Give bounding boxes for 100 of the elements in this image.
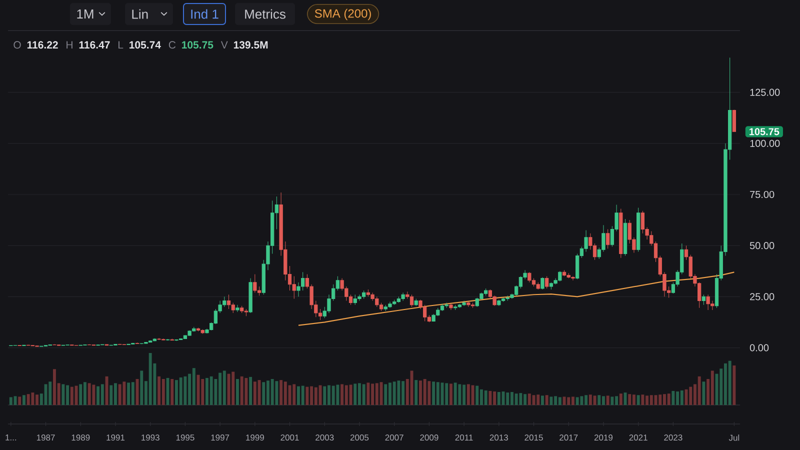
bar [18, 396, 22, 405]
x-tick-label: 1999 [246, 434, 264, 441]
candlestick [528, 272, 532, 283]
bar [698, 376, 701, 405]
bar [606, 396, 610, 405]
text: Ind 1 [191, 9, 218, 19]
candlestick [458, 304, 462, 308]
bar [497, 392, 500, 405]
bar [428, 381, 431, 405]
bar [284, 382, 287, 405]
annotation: 105.74 [130, 41, 161, 49]
bar [458, 384, 462, 405]
bar [397, 380, 400, 405]
bar [236, 378, 239, 405]
x-tick-label: 2021 [629, 434, 648, 441]
annotation: 116.47 [79, 41, 110, 49]
bar [567, 397, 570, 405]
bar [240, 376, 244, 405]
candlestick [196, 327, 200, 332]
bar [344, 385, 348, 405]
bar [92, 384, 96, 405]
candlestick [540, 277, 544, 290]
annotation: V [220, 41, 228, 48]
candlestick [497, 299, 501, 306]
bar [131, 382, 134, 405]
candlestick [236, 304, 240, 312]
bar [340, 384, 344, 405]
y-tick-label: 25.00 [750, 293, 774, 300]
annotation: 139.5M [234, 41, 268, 49]
bar [672, 390, 675, 405]
bar [641, 394, 644, 405]
bar [262, 382, 266, 405]
bar [170, 378, 174, 405]
bar [650, 395, 653, 405]
bar [689, 386, 692, 405]
bar [536, 394, 540, 405]
bar [62, 384, 65, 405]
annotation: H [66, 41, 72, 48]
candlestick [462, 300, 466, 306]
bar [506, 392, 510, 405]
bar [222, 370, 226, 405]
bar [122, 382, 126, 405]
bar [484, 390, 488, 405]
bar [253, 382, 256, 405]
bar [192, 368, 196, 405]
bar [476, 386, 479, 405]
x-tick-label: 1997 [211, 434, 230, 441]
bar [423, 378, 426, 405]
text: Metrics [245, 9, 286, 19]
bar [301, 386, 304, 405]
bar [79, 384, 82, 405]
bar [249, 376, 252, 405]
bar [466, 384, 470, 405]
candlestick [549, 282, 554, 290]
x-tick-label: 2009 [420, 434, 438, 441]
text: Lin [132, 9, 148, 19]
bar [31, 392, 34, 405]
x-tick-label: 2011 [455, 434, 473, 441]
candlestick [619, 208, 623, 258]
bar [445, 383, 448, 405]
bar [323, 386, 326, 405]
x-tick-label: 2001 [280, 434, 299, 441]
candlestick [636, 208, 640, 252]
bar [210, 376, 213, 405]
text: SMA (200) [314, 8, 371, 20]
bar [158, 376, 161, 405]
bar [488, 390, 492, 405]
x-tick-label: 2017 [560, 434, 578, 441]
text: 1M [77, 10, 94, 18]
candlestick [470, 302, 475, 308]
bar [162, 378, 165, 405]
bar [292, 384, 296, 405]
x-tick-label: 2003 [316, 434, 334, 441]
bar [628, 394, 632, 405]
y-tick-label: 100.00 [750, 140, 780, 147]
bar [610, 396, 614, 405]
bar [541, 396, 544, 405]
bar [306, 386, 309, 405]
bar [110, 385, 113, 405]
candlestick [366, 289, 370, 297]
candlestick [732, 109, 736, 132]
bar [9, 397, 12, 405]
x-tick-label: 2019 [594, 434, 613, 441]
bar [576, 397, 579, 405]
x-tick-label: 1991 [106, 434, 125, 441]
bar [148, 353, 152, 405]
bar [48, 382, 52, 405]
bar [83, 382, 86, 405]
bar [454, 382, 457, 405]
candlestick [454, 304, 458, 310]
y-tick-label: 50.00 [750, 242, 774, 250]
bar [354, 384, 357, 405]
bar [519, 393, 522, 405]
bar [545, 395, 548, 405]
bar [314, 387, 318, 405]
candlestick [248, 278, 252, 314]
x-tick-label: 2005 [350, 434, 369, 441]
bar [336, 384, 340, 405]
x-tick-label: 2015 [524, 434, 543, 441]
bar [514, 394, 518, 405]
